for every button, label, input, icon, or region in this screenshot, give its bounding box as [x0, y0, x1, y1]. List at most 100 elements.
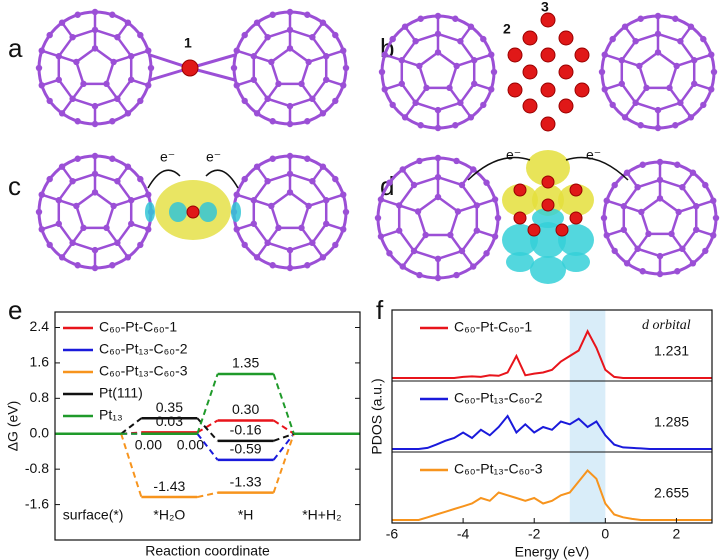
atom [319, 19, 327, 26]
atom [323, 53, 330, 60]
atom [480, 35, 487, 43]
atom [416, 271, 423, 279]
charge-density [231, 202, 241, 222]
atom [128, 53, 135, 60]
atom [398, 57, 405, 64]
atom [309, 177, 316, 185]
bond [437, 249, 463, 260]
charge-density [558, 184, 594, 216]
connector [196, 373, 219, 435]
atom [634, 245, 641, 253]
bond [413, 176, 439, 187]
atom [603, 197, 610, 204]
bond [270, 47, 291, 63]
panel-label: c [8, 171, 21, 201]
bond [640, 211, 650, 235]
bond [311, 180, 328, 201]
bond [401, 250, 416, 268]
atom [269, 118, 276, 125]
atom [399, 263, 406, 270]
atom [609, 101, 616, 109]
atom [447, 231, 454, 239]
atom [491, 196, 499, 203]
atom [416, 157, 423, 165]
bond [460, 168, 475, 186]
atom [401, 114, 409, 121]
value-label: 0.00 [177, 436, 204, 452]
atom [458, 247, 466, 255]
atom [654, 12, 662, 20]
site-label: 1 [184, 35, 192, 51]
pt-atom [522, 30, 538, 46]
atom [145, 82, 152, 89]
atom [38, 82, 45, 89]
atom [323, 76, 330, 83]
atom [434, 174, 442, 181]
bond [437, 32, 461, 43]
atom [286, 170, 294, 178]
x-tick-label: 0 [601, 526, 609, 542]
atom [417, 15, 424, 22]
atom [471, 57, 478, 64]
atom [601, 51, 608, 58]
atom [250, 197, 257, 204]
atom [286, 246, 294, 254]
atom [452, 122, 459, 129]
bond [94, 191, 115, 207]
legend-label: Pt₁₃ [99, 407, 123, 423]
atom [621, 23, 629, 30]
atom [269, 11, 276, 18]
atom [286, 189, 294, 196]
y-axis-title: PDOS (a.u.) [369, 378, 385, 454]
atom [286, 8, 294, 16]
atom [470, 166, 477, 173]
atom [230, 64, 238, 72]
bond [622, 186, 639, 207]
atom [609, 35, 616, 43]
atom [114, 95, 121, 103]
atom [250, 76, 257, 83]
bond [289, 47, 310, 63]
bond [460, 250, 475, 268]
fullerene [35, 8, 155, 128]
atom [399, 166, 406, 173]
bond [659, 178, 683, 189]
bond [116, 223, 133, 244]
bond [449, 234, 463, 252]
atom [643, 84, 650, 92]
bond [116, 180, 133, 201]
atom [423, 84, 430, 92]
bond [270, 61, 280, 85]
pt-atom [181, 59, 199, 77]
charge-density [562, 252, 590, 272]
atom [656, 176, 664, 184]
bond [657, 101, 681, 112]
atom [666, 84, 673, 92]
atom [689, 169, 697, 176]
atom [233, 47, 240, 54]
atom [473, 227, 481, 234]
atom [470, 263, 477, 270]
bond [415, 32, 439, 43]
atom [412, 37, 419, 45]
atom [69, 33, 76, 41]
atom [286, 45, 294, 52]
charge-density [502, 184, 538, 216]
atom [490, 68, 498, 76]
atom [422, 231, 429, 239]
pt-atom [527, 223, 541, 237]
atom [710, 68, 718, 76]
connector [272, 433, 295, 493]
fullerene [230, 8, 350, 128]
atom [656, 270, 664, 278]
atom [109, 155, 116, 162]
bond [401, 168, 416, 186]
atom [340, 82, 347, 89]
pt-atom [540, 116, 556, 132]
fullerene [600, 158, 720, 278]
charge-density [526, 150, 570, 186]
bond [638, 65, 648, 89]
atom [623, 260, 631, 267]
y-tick-label: 1.6 [30, 354, 50, 370]
atom [124, 163, 132, 170]
